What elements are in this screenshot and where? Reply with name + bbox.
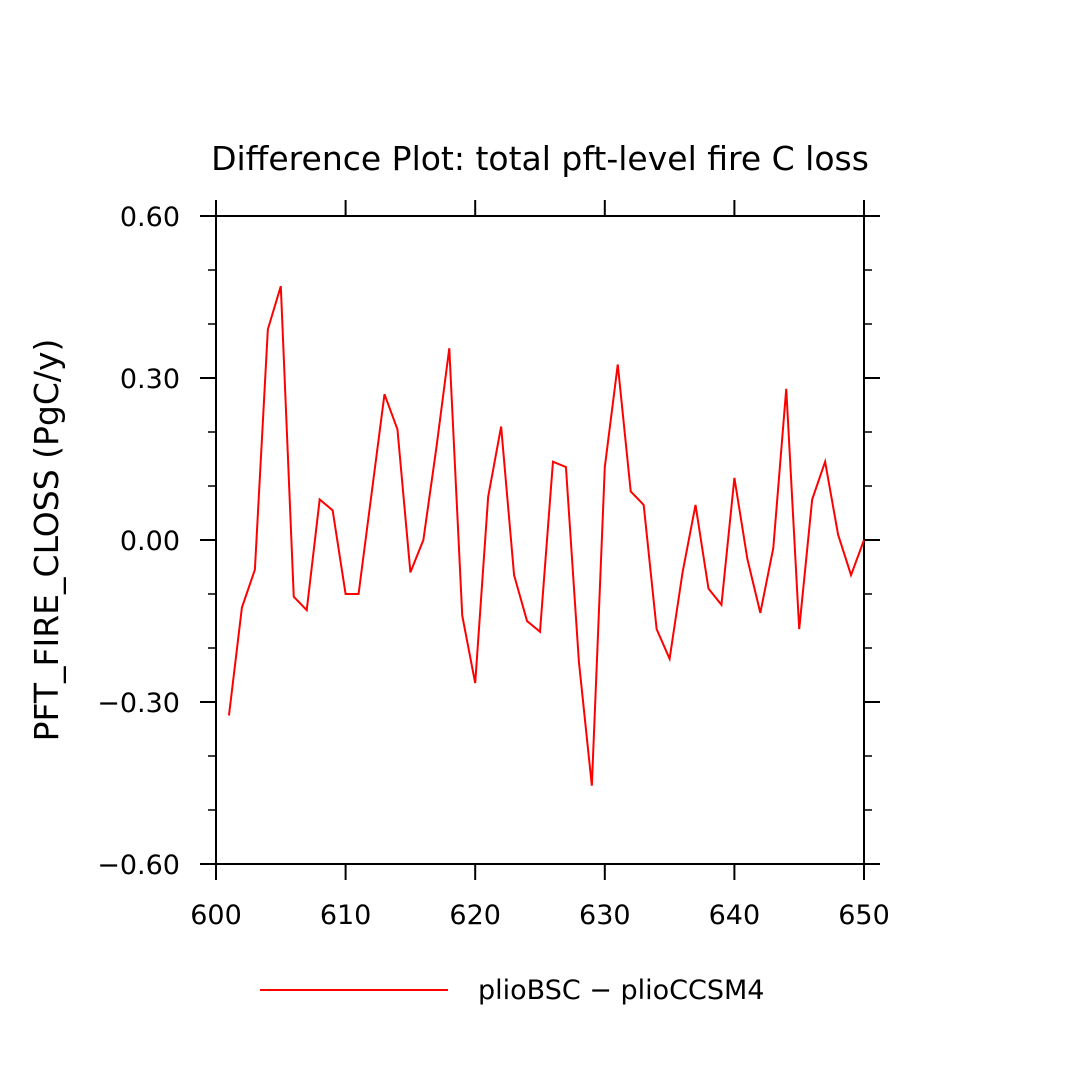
x-tick-label: 650 (838, 900, 890, 931)
x-tick-labels: 600 610 620 630 640 650 (190, 900, 890, 931)
x-tick-label: 620 (449, 900, 501, 931)
series-line (227, 285, 865, 786)
plot-frame (215, 215, 865, 865)
x-tick-label: 610 (320, 900, 372, 931)
chart-title: Difference Plot: total pft-level fire C … (211, 139, 869, 178)
y-tick-label: −0.60 (97, 850, 180, 881)
x-tick-label: 630 (579, 900, 631, 931)
y-tick-label: 0.00 (120, 526, 180, 557)
y-tick-labels: −0.60 −0.30 0.00 0.30 0.60 (97, 202, 180, 881)
series-layer (227, 285, 865, 786)
x-tick-label: 600 (190, 900, 242, 931)
y-tick-label: −0.30 (97, 688, 180, 719)
legend-label: plioBSC − plioCCSM4 (478, 975, 764, 1006)
y-axis-label: PFT_FIRE_CLOSS (PgC/y) (27, 339, 66, 742)
y-tick-label: 0.60 (120, 202, 180, 233)
axis-ticks (200, 200, 880, 880)
y-tick-label: 0.30 (120, 364, 180, 395)
x-tick-label: 640 (709, 900, 761, 931)
